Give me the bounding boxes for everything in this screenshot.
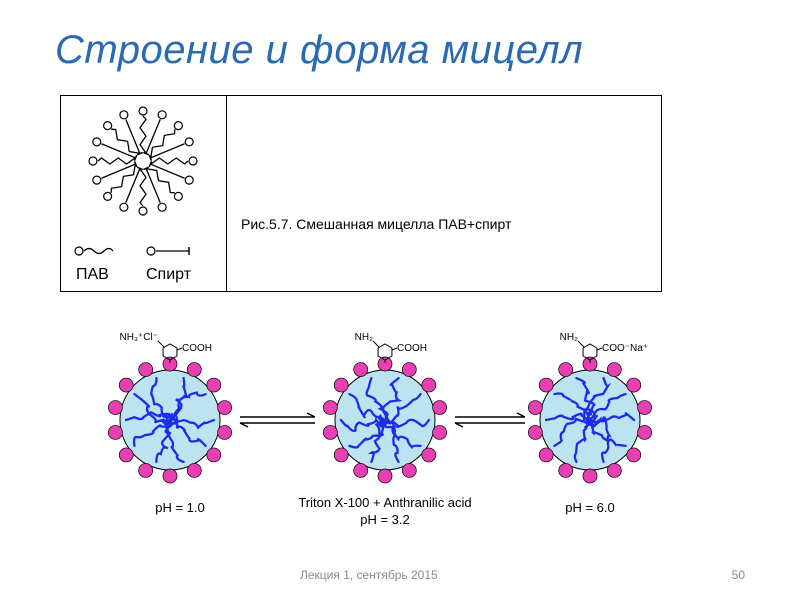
page-title: Строение и форма мицелл xyxy=(55,28,583,73)
legend-spirt: Спирт xyxy=(146,266,191,284)
svg-text:NH₃⁺Cl⁻: NH₃⁺Cl⁻ xyxy=(119,332,158,343)
legend-pav: ПАВ xyxy=(76,266,109,284)
footer-text: Лекция 1, сентябрь 2015 xyxy=(300,568,438,582)
page-number: 50 xyxy=(732,568,745,582)
svg-text:COOH: COOH xyxy=(397,343,427,354)
figure-caption: Рис.5.7. Смешанная мицелла ПАВ+спирт xyxy=(241,216,511,232)
ph-label-3: pH = 6.0 xyxy=(550,500,630,515)
svg-text:NH₂: NH₂ xyxy=(355,332,373,343)
svg-text:COOH: COOH xyxy=(182,343,212,354)
ph-label-2: Triton X-100 + Anthranilic acid pH = 3.2 xyxy=(285,495,485,529)
figure-box: Рис.5.7. Смешанная мицелла ПАВ+спирт ПАВ… xyxy=(60,95,662,292)
ph-label-1: pH = 1.0 xyxy=(140,500,220,515)
mixed-micelle-schematic xyxy=(61,96,226,291)
svg-text:NH₂: NH₂ xyxy=(560,332,578,343)
svg-text:COO⁻Na⁺: COO⁻Na⁺ xyxy=(602,343,648,354)
